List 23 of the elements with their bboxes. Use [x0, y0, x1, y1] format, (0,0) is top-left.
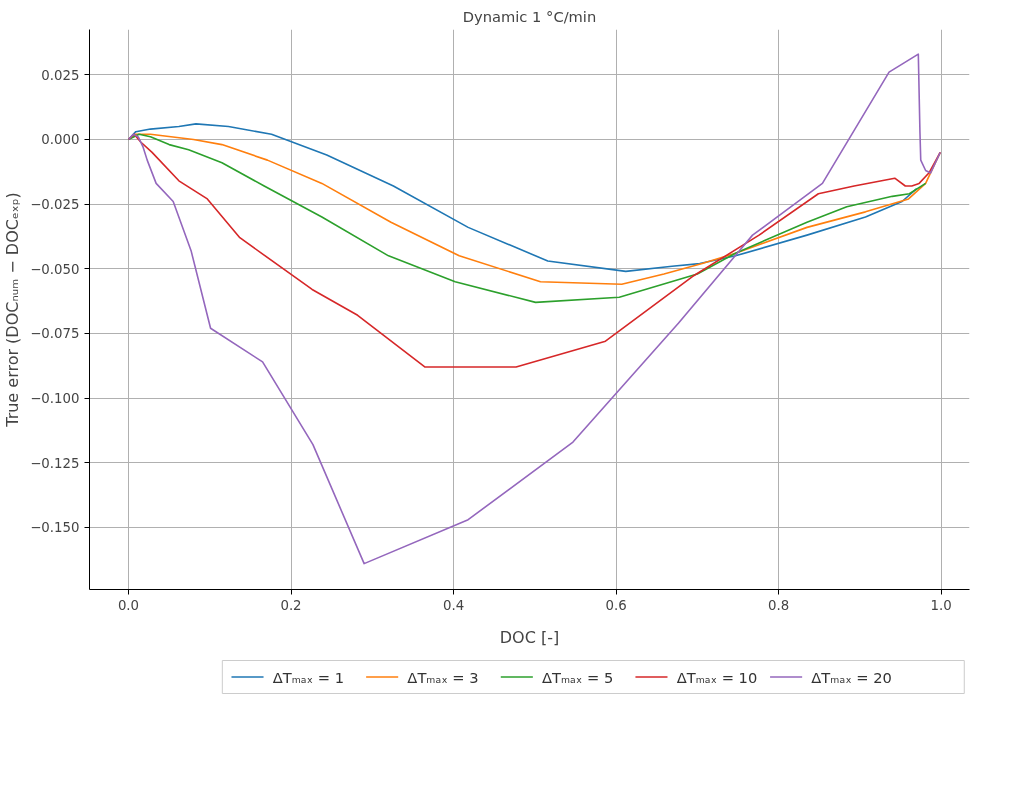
y-tick-label: −0.050: [30, 261, 80, 277]
x-axis-title: DOC [-]: [499, 627, 560, 647]
x-tick-label: 0.6: [605, 597, 627, 613]
legend-label: ΔTₘₐₓ = 3: [407, 668, 479, 686]
x-tick-label: 1.0: [930, 597, 952, 613]
y-tick-label: −0.075: [30, 326, 80, 342]
x-tick-label: 0.0: [117, 597, 140, 613]
legend-label: ΔTₘₐₓ = 20: [811, 668, 892, 686]
chart-title: Dynamic 1 °C/min: [462, 7, 597, 25]
y-axis-title: True error (DOCₙᵤₘ − DOCₑₓₚ): [3, 192, 23, 428]
y-tick-label: −0.100: [30, 391, 80, 407]
legend-label: ΔTₘₐₓ = 5: [542, 668, 614, 686]
x-tick-label: 0.2: [280, 597, 302, 613]
y-tick-label: 0.025: [41, 67, 80, 83]
legend-label: ΔTₘₐₓ = 1: [272, 668, 344, 686]
legend-label: ΔTₘₐₓ = 10: [676, 668, 758, 686]
y-tick-label: −0.025: [30, 197, 80, 213]
y-tick-label: −0.125: [30, 455, 80, 471]
line-series: [127, 53, 942, 565]
x-tick-label: 0.8: [767, 597, 790, 613]
y-tick-label: −0.150: [30, 520, 80, 536]
x-tick-label: 0.4: [442, 597, 465, 613]
y-tick-label: 0.000: [41, 132, 80, 148]
